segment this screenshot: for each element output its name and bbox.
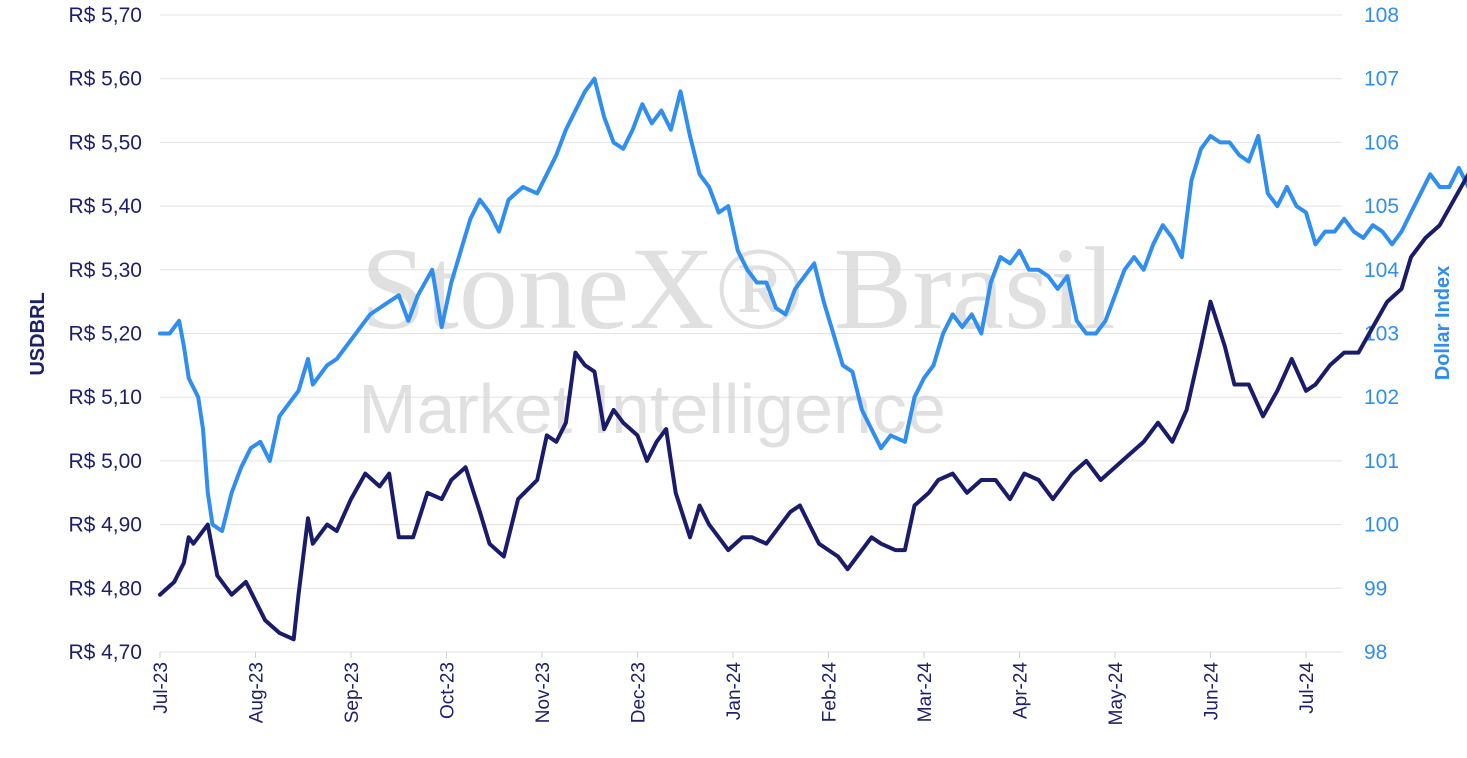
y-tick-label-left: R$ 5,00 bbox=[68, 450, 142, 473]
x-tick-label: Jun-24 bbox=[1202, 662, 1223, 721]
x-tick-label: May-24 bbox=[1106, 662, 1127, 726]
x-tick-label: Sep-23 bbox=[342, 662, 363, 723]
y-tick-label-left: R$ 4,70 bbox=[68, 641, 142, 664]
x-tick-label: Feb-24 bbox=[820, 662, 841, 723]
y-tick-label-right: 101 bbox=[1364, 450, 1399, 473]
y-tick-label-right: 106 bbox=[1364, 131, 1399, 154]
y-tick-label-right: 107 bbox=[1364, 68, 1399, 91]
y-tick-label-right: 100 bbox=[1364, 514, 1399, 537]
x-tick-label: Nov-23 bbox=[533, 662, 554, 723]
y-tick-label-left: R$ 5,40 bbox=[68, 195, 142, 218]
y-tick-label-left: R$ 5,10 bbox=[68, 386, 142, 409]
x-tick-label: Mar-24 bbox=[915, 662, 936, 723]
x-tick-label: Aug-23 bbox=[247, 662, 268, 723]
x-axis-ticks: Jul-23 Aug-23 Sep-23 Oct-23 Nov-23 Dec-23 Jan-… bbox=[151, 652, 1318, 725]
y-tick-label-left: R$ 5,20 bbox=[68, 323, 142, 346]
x-tick-label: Jan-24 bbox=[724, 662, 745, 721]
watermark-sub: Market Intelligence bbox=[358, 370, 946, 448]
y-tick-label-right: 98 bbox=[1364, 641, 1387, 664]
y-tick-label-left: R$ 5,50 bbox=[68, 131, 142, 154]
x-tick-label: Oct-23 bbox=[438, 662, 459, 719]
y-tick-label-right: 104 bbox=[1364, 259, 1399, 282]
y-tick-label-left: R$ 5,60 bbox=[68, 68, 142, 91]
y-tick-label-right: 102 bbox=[1364, 386, 1399, 409]
y-axis-right-title: Dollar Index bbox=[1432, 266, 1454, 380]
plot-lines bbox=[158, 76, 1467, 642]
x-tick-label: Apr-24 bbox=[1011, 662, 1032, 719]
x-tick-label: Jul-23 bbox=[151, 662, 172, 714]
y-tick-label-right: 99 bbox=[1364, 577, 1387, 600]
y-tick-label-left: R$ 4,80 bbox=[68, 577, 142, 600]
y-tick-label-left: R$ 5,30 bbox=[68, 259, 142, 282]
x-tick-label: Dec-23 bbox=[629, 662, 650, 723]
y-axis-left-title: USDBRL bbox=[27, 292, 49, 375]
y-tick-label-right: 105 bbox=[1364, 195, 1399, 218]
y-axis-left-ticks: R$ 4,70 R$ 4,80 R$ 4,90 R$ 5,00 R$ 5,10 R$ 5,… bbox=[68, 4, 142, 664]
y-tick-label-left: R$ 5,70 bbox=[68, 4, 142, 27]
y-tick-label-right: 108 bbox=[1364, 4, 1399, 27]
y-tick-label-left: R$ 4,90 bbox=[68, 514, 142, 537]
series-line-usdbrl bbox=[158, 172, 1467, 642]
x-tick-label: Jul-24 bbox=[1297, 662, 1318, 714]
series-line-dollar-index bbox=[158, 76, 1467, 533]
